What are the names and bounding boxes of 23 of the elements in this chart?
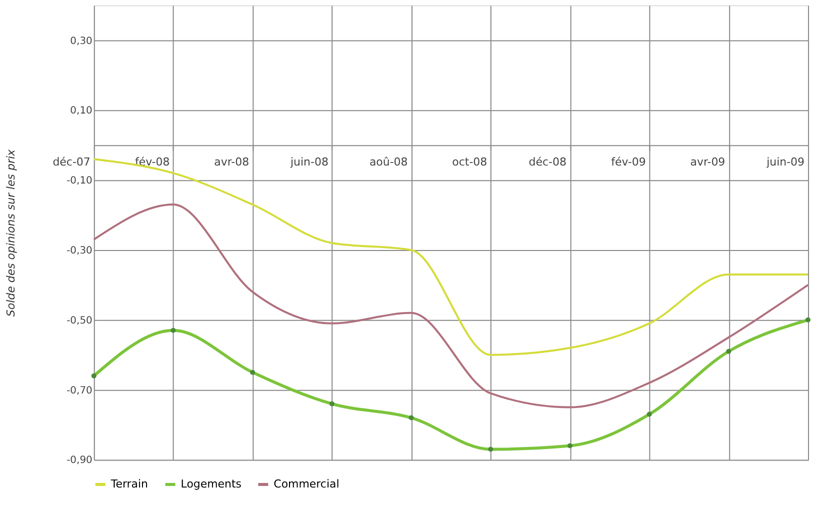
x-tick-label: fév-08 (135, 156, 170, 169)
y-tick-label: 0,10 (70, 106, 92, 117)
x-tick-label: déc-07 (52, 156, 90, 169)
x-tick-label: avr-09 (690, 156, 726, 169)
x-tick-label: avr-08 (214, 156, 250, 169)
y-tick-label: -0,30 (66, 245, 92, 256)
line-series (92, 204, 810, 408)
x-tick-label: oct-08 (452, 156, 488, 169)
x-tick-label: fév-09 (611, 156, 646, 169)
x-tick-label: déc-08 (528, 156, 566, 169)
x-tick-label: juin-09 (766, 156, 805, 169)
y-tick-label: -0,10 (66, 176, 92, 187)
legend-label: Commercial (274, 477, 340, 490)
legend-label: Logements (180, 477, 242, 490)
line-series (92, 158, 810, 356)
y-tick-label: -0,50 (66, 315, 92, 326)
y-tick-label: -0,70 (66, 385, 92, 396)
y-axis-title: Solde des opinions sur les prix (4, 148, 18, 317)
y-tick-label: 0,30 (70, 36, 92, 47)
x-tick-label: aoû-08 (369, 156, 408, 169)
y-tick-label: -0,90 (66, 455, 92, 466)
legend-label: Terrain (110, 477, 148, 490)
x-tick-label: juin-08 (290, 156, 328, 169)
